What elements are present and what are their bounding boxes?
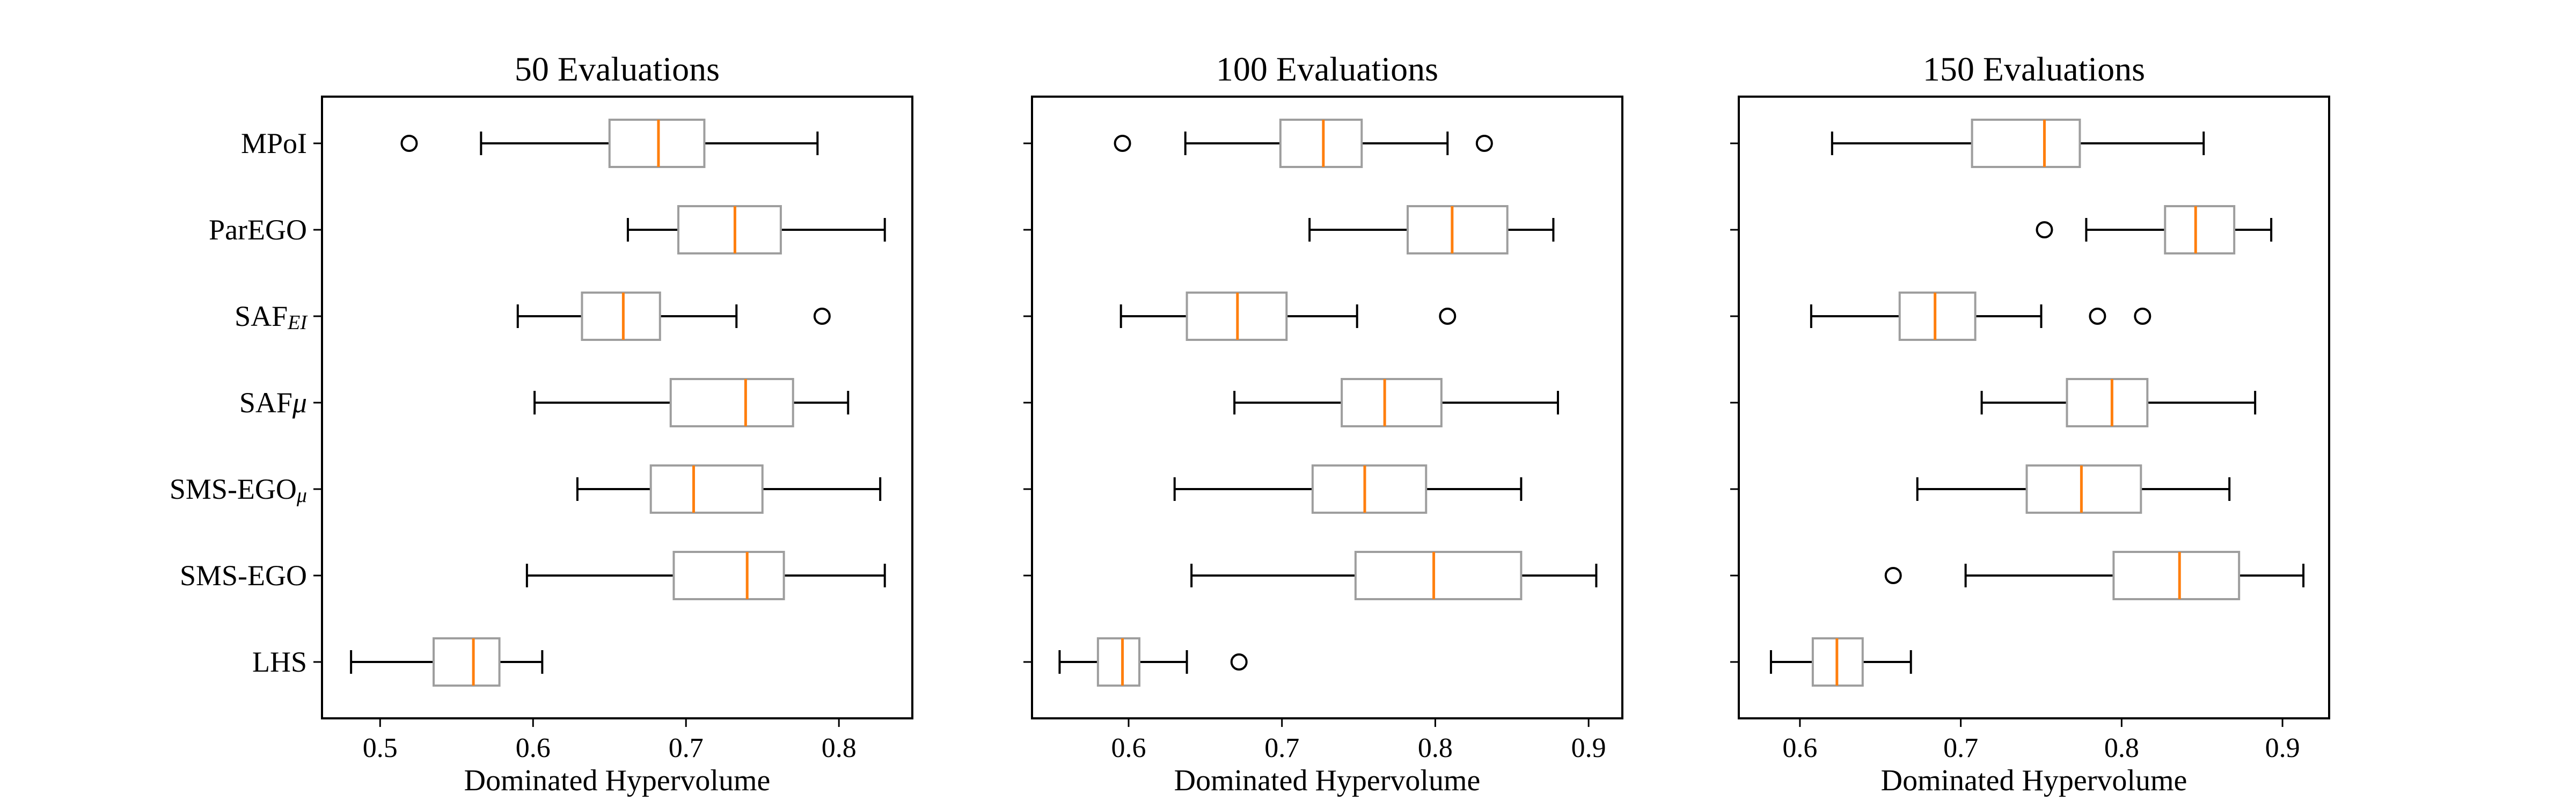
category-label-sms-ego: SMS-EGOμ (170, 473, 307, 507)
iqr-box (1407, 205, 1509, 254)
box-lhs (1058, 637, 1248, 687)
iqr-box (608, 119, 706, 168)
panel-title: 50 Evaluations (515, 50, 720, 88)
box-sms-ego (576, 464, 882, 514)
iqr-box (669, 378, 794, 427)
box-sms-ego (1916, 464, 2231, 514)
panel-title: 100 Evaluations (1216, 50, 1438, 88)
x-tick-label: 0.7 (1264, 733, 1299, 763)
outlier-point (2089, 308, 2106, 325)
outlier-point (2036, 221, 2053, 238)
category-label-lhs: LHS (252, 646, 307, 678)
box-sms-ego (1190, 551, 1598, 600)
category-label-subscript: μ (296, 484, 307, 507)
box-saf-ei (516, 292, 831, 341)
iqr-box (581, 292, 661, 341)
iqr-box (1354, 551, 1523, 600)
category-label-main: ParEGO (209, 214, 307, 246)
category-label-saf: SAFμ (239, 387, 307, 419)
box-sms-ego (1173, 464, 1523, 514)
x-tick-label: 0.8 (1418, 733, 1453, 763)
x-tick-label: 0.8 (822, 733, 857, 763)
outlier-point (1114, 135, 1131, 152)
outlier-point (1439, 308, 1457, 325)
category-label-mpoi: MPoI (241, 127, 307, 159)
iqr-box (433, 637, 501, 687)
outlier-point (813, 308, 831, 325)
box-lhs (1769, 637, 1912, 687)
category-label-saf-ei: SAFEI (235, 300, 308, 334)
x-axis-label: Dominated Hypervolume (1174, 764, 1481, 797)
iqr-box (1096, 637, 1141, 687)
plot-frame (1738, 96, 2330, 719)
x-tick-label: 0.6 (516, 733, 551, 763)
box-saf (1980, 378, 2257, 427)
iqr-box (1311, 464, 1428, 514)
box-parego (2036, 205, 2273, 254)
x-tick-label: 0.6 (1111, 733, 1146, 763)
iqr-box (1279, 119, 1363, 168)
box-saf-ei (1119, 292, 1457, 341)
panel-1: 50 EvaluationsMPoIParEGOSAFEISAFμSMS-EGO… (170, 50, 913, 797)
iqr-box (649, 464, 764, 514)
iqr-box (1341, 378, 1443, 427)
category-label-mu: μ (292, 387, 307, 419)
box-sms-ego (525, 551, 886, 600)
panel-3: 150 Evaluations 0.6 0.7 0.8 0.9 Dominated Hyp… (1730, 50, 2330, 797)
outlier-point (1884, 567, 1902, 584)
box-saf-ei (1810, 292, 2151, 341)
box-mpoi (1114, 119, 1493, 168)
box-lhs (350, 637, 544, 687)
plot-frame (1031, 96, 1623, 719)
x-axis-label: Dominated Hypervolume (1881, 764, 2187, 797)
iqr-box (2164, 205, 2236, 254)
iqr-box (1971, 119, 2081, 168)
category-label-subscript: EI (287, 311, 308, 334)
category-label-main: MPoI (241, 127, 307, 159)
category-label-main: SMS-EGO (180, 559, 307, 592)
category-label-main: SMS-EGO (170, 473, 297, 505)
iqr-box (2025, 464, 2142, 514)
iqr-box (2112, 551, 2241, 600)
outlier-point (1475, 135, 1493, 152)
box-parego (626, 205, 886, 254)
iqr-box (1898, 292, 1977, 341)
outlier-point (400, 135, 418, 152)
plot-frame (321, 96, 913, 719)
category-label-main: LHS (252, 646, 307, 678)
x-tick-label: 0.9 (1571, 733, 1606, 763)
outlier-point (2134, 308, 2151, 325)
category-label-main: SAF (239, 387, 292, 419)
outlier-point (1230, 653, 1248, 671)
panel-title: 150 Evaluations (1923, 50, 2145, 88)
panel-2: 100 Evaluations 0.6 0.7 0.8 0.9 Dominated Hyp… (1023, 50, 1623, 797)
iqr-box (2066, 378, 2149, 427)
box-mpoi (400, 119, 819, 168)
x-tick-label: 0.7 (1943, 733, 1978, 763)
box-mpoi (1831, 119, 2205, 168)
x-tick-label: 0.5 (363, 733, 398, 763)
x-tick-label: 0.7 (669, 733, 704, 763)
x-tick-label: 0.8 (2104, 733, 2139, 763)
iqr-box (672, 551, 785, 600)
category-label-sms-ego: SMS-EGO (180, 559, 307, 592)
box-sms-ego (1884, 551, 2305, 600)
box-parego (1308, 205, 1555, 254)
category-label-parego: ParEGO (209, 214, 307, 246)
iqr-box (677, 205, 782, 254)
x-tick-label: 0.6 (1782, 733, 1817, 763)
box-saf (533, 378, 850, 427)
x-tick-label: 0.9 (2265, 733, 2300, 763)
category-label-main: SAF (235, 300, 288, 332)
box-saf (1233, 378, 1559, 427)
x-axis-label: Dominated Hypervolume (464, 764, 771, 797)
